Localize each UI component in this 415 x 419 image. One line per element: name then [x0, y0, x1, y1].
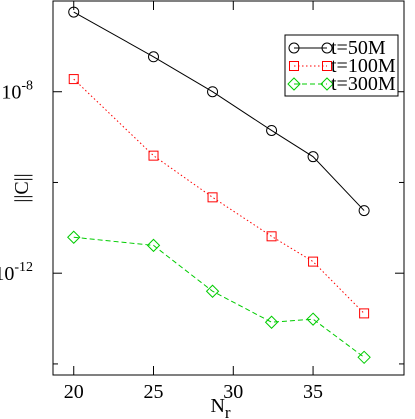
legend-box — [284, 34, 399, 97]
marker — [321, 42, 333, 54]
y-tick-label: 10-8 — [1, 79, 33, 104]
y-axis-label: ||C|| — [11, 173, 33, 202]
x-tick-label: 20 — [64, 381, 84, 403]
marker — [67, 230, 81, 244]
y-tick-exponent: -8 — [21, 79, 33, 94]
x-axis-label-subscript: r — [225, 403, 231, 419]
marker — [205, 284, 220, 298]
y-tick-base: 10 — [0, 263, 14, 285]
y-tick-base: 10 — [1, 82, 21, 104]
marker — [148, 51, 160, 63]
x-tick-label: 35 — [303, 381, 323, 403]
marker — [359, 308, 370, 319]
marker — [320, 77, 334, 91]
x-tick-label: 30 — [223, 381, 243, 403]
marker — [146, 238, 161, 253]
marker — [266, 231, 277, 242]
plot-frame — [52, 0, 405, 376]
x-axis-label: Nr — [210, 395, 230, 419]
x-tick-label: 25 — [144, 381, 164, 403]
marker — [307, 151, 319, 163]
marker — [207, 192, 218, 203]
marker — [68, 74, 79, 85]
y-tick-label: 10-12 — [0, 260, 33, 285]
legend-label: t=300M — [331, 73, 396, 95]
marker — [306, 312, 320, 326]
marker — [68, 6, 80, 18]
marker — [358, 205, 370, 217]
y-tick-exponent: -12 — [14, 260, 33, 275]
marker — [148, 150, 159, 161]
series-line — [73, 236, 365, 358]
marker — [264, 315, 279, 329]
marker — [289, 61, 299, 71]
marker — [322, 61, 332, 71]
legend-label: t=50M — [331, 37, 386, 59]
marker — [288, 42, 300, 54]
x-axis-label-base: N — [210, 395, 224, 417]
marker — [357, 350, 371, 365]
marker — [287, 77, 301, 91]
marker — [266, 124, 278, 136]
series-line — [73, 78, 365, 314]
marker — [207, 86, 219, 98]
legend-label: t=100M — [331, 55, 396, 77]
series-line — [73, 11, 365, 211]
marker — [308, 256, 319, 267]
